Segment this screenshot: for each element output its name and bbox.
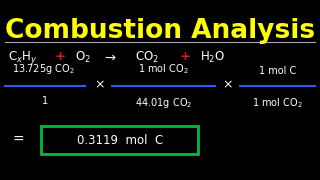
Text: ×: ×	[223, 78, 233, 91]
Text: +: +	[54, 51, 66, 64]
Text: O$_2$: O$_2$	[75, 50, 91, 65]
Text: C$_x$H$_y$: C$_x$H$_y$	[8, 48, 37, 66]
Text: 13.725g CO$_2$: 13.725g CO$_2$	[12, 62, 74, 76]
Text: $\rightarrow$: $\rightarrow$	[102, 51, 117, 64]
Text: 0.3119  mol  C: 0.3119 mol C	[77, 134, 163, 147]
Text: 1 mol C: 1 mol C	[259, 66, 296, 76]
FancyBboxPatch shape	[41, 126, 198, 154]
Text: 1 mol CO$_2$: 1 mol CO$_2$	[138, 62, 189, 76]
Text: 1 mol CO$_2$: 1 mol CO$_2$	[252, 96, 303, 110]
Text: 44.01g CO$_2$: 44.01g CO$_2$	[135, 96, 192, 110]
Text: ×: ×	[95, 78, 105, 91]
Text: 1: 1	[42, 96, 48, 106]
Text: H$_2$O: H$_2$O	[200, 50, 225, 65]
Text: Combustion Analysis: Combustion Analysis	[5, 18, 315, 44]
Text: =: =	[12, 133, 24, 147]
Text: CO$_2$: CO$_2$	[135, 50, 159, 65]
Text: +: +	[180, 51, 190, 64]
